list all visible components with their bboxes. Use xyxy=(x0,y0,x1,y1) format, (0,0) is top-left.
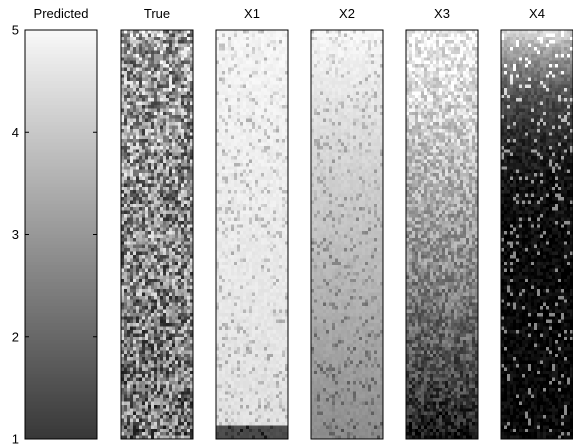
panel-title-x3: X3 xyxy=(434,6,450,21)
panel-x2: X2 xyxy=(310,6,384,440)
panel-frame-x4 xyxy=(500,29,573,440)
panel-x3: X3 xyxy=(405,6,479,440)
panel-true: True xyxy=(120,6,194,440)
y-tick-label-1: 1 xyxy=(12,432,19,447)
y-tick-label-5: 5 xyxy=(12,23,19,38)
panel-x4: X4 xyxy=(500,6,573,440)
y-tick-label-3: 3 xyxy=(12,227,19,242)
panel-title-x4: X4 xyxy=(529,6,545,21)
panel-image-x3 xyxy=(406,30,478,439)
panel-predicted: Predicted xyxy=(24,6,98,440)
panels-layer: Predicted True X1 X2 X3 X4 xyxy=(24,6,573,440)
panel-title-predicted: Predicted xyxy=(34,6,89,21)
panel-x1: X1 xyxy=(215,6,289,440)
panel-frame-x2 xyxy=(310,29,384,440)
panel-image-x2 xyxy=(311,30,383,439)
panel-title-x2: X2 xyxy=(339,6,355,21)
panel-image-x4 xyxy=(501,30,573,439)
y-tick-label-2: 2 xyxy=(12,329,19,344)
panel-title-true: True xyxy=(144,6,170,21)
y-tick-label-4: 4 xyxy=(12,125,19,140)
panel-frame-x3 xyxy=(405,29,479,440)
panel-frame-true xyxy=(120,29,194,440)
panel-image-true xyxy=(121,30,193,439)
panel-image-predicted xyxy=(25,30,97,439)
y-axis: 1 2 3 4 5 xyxy=(12,23,97,447)
panel-frame-x1 xyxy=(215,29,289,440)
panel-image-x1 xyxy=(216,30,288,439)
panel-title-x1: X1 xyxy=(244,6,260,21)
